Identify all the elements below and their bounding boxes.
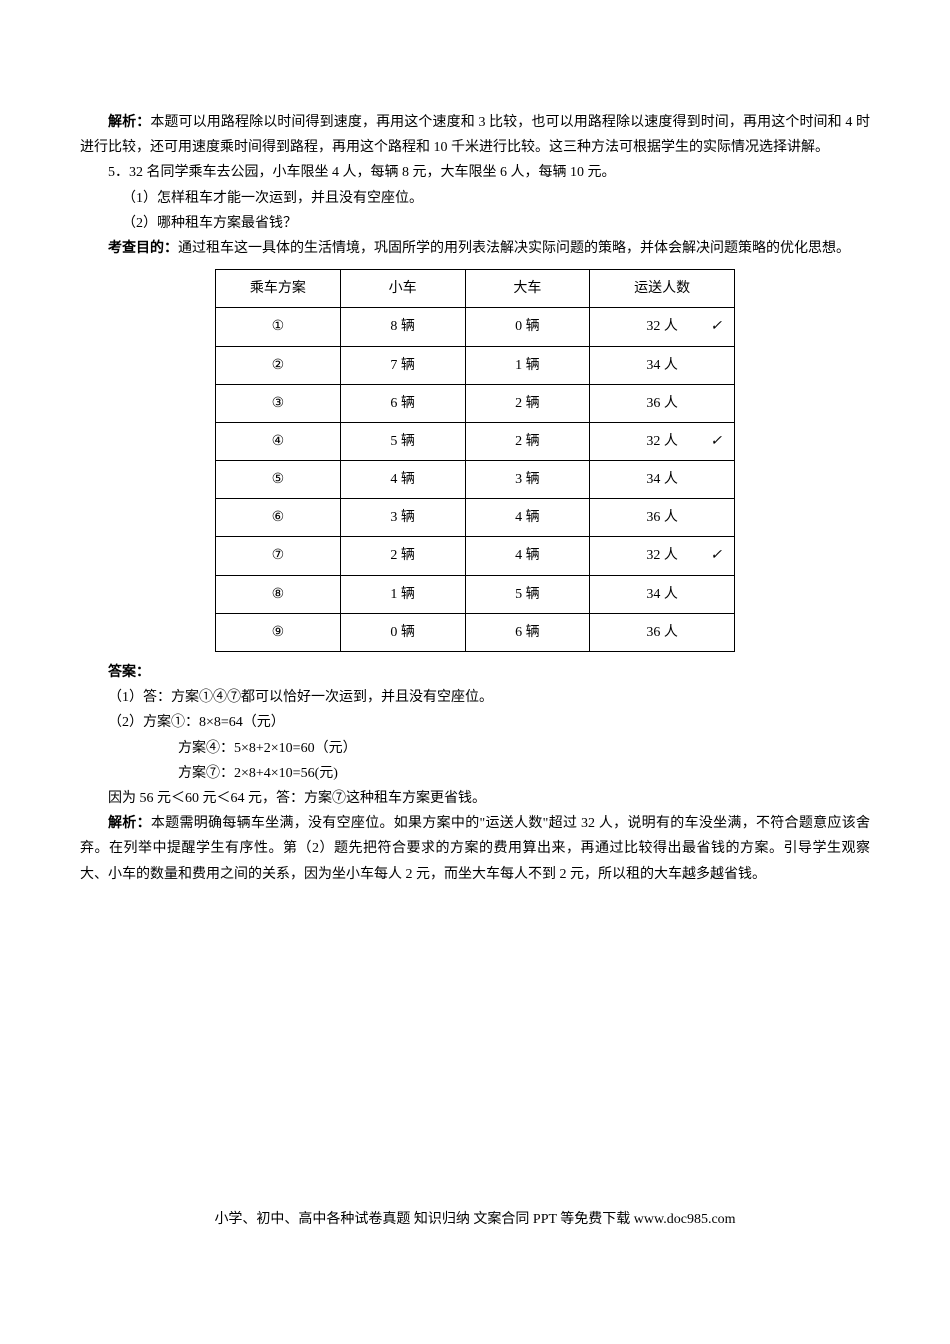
analysis2-label: 解析： [108,816,151,831]
cell-big: 2 辆 [465,384,590,422]
header-big: 大车 [465,270,590,308]
cell-people: 34 人 [590,346,735,384]
check-icon: ✓ [710,543,722,568]
check-icon: ✓ [710,429,722,454]
cell-people: 36 人 [590,384,735,422]
cell-big: 5 辆 [465,575,590,613]
table-row: ⑧1 辆5 辆34 人 [216,575,735,613]
answer-2-line2: 方案④：5×8+2×10=60（元） [80,736,870,761]
analysis-label: 解析： [108,115,150,130]
cell-big: 0 辆 [465,308,590,346]
cell-plan: ⑧ [216,575,341,613]
cell-small: 6 辆 [340,384,465,422]
cell-small: 3 辆 [340,499,465,537]
cell-small: 7 辆 [340,346,465,384]
analysis-paragraph: 解析：本题可以用路程除以时间得到速度，再用这个速度和 3 比较，也可以用路程除以… [80,110,870,160]
cell-plan: ① [216,308,341,346]
header-small: 小车 [340,270,465,308]
cell-big: 4 辆 [465,499,590,537]
header-people: 运送人数 [590,270,735,308]
cell-small: 8 辆 [340,308,465,346]
cell-plan: ⑨ [216,613,341,651]
purpose-content: 通过租车这一具体的生活情境，巩固所学的用列表法解决实际问题的策略，并体会解决问题… [178,241,850,256]
table-header-row: 乘车方案 小车 大车 运送人数 [216,270,735,308]
bus-plan-table: 乘车方案 小车 大车 运送人数 ①8 辆0 辆32 人✓②7 辆1 辆34 人③… [215,269,735,652]
purpose-paragraph: 考查目的：通过租车这一具体的生活情境，巩固所学的用列表法解决实际问题的策略，并体… [80,236,870,261]
cell-big: 4 辆 [465,537,590,575]
purpose-label: 考查目的： [108,241,178,256]
table-row: ⑦2 辆4 辆32 人✓ [216,537,735,575]
cell-plan: ④ [216,422,341,460]
cell-people: 32 人✓ [590,308,735,346]
cell-big: 6 辆 [465,613,590,651]
answer-1: （1）答：方案①④⑦都可以恰好一次运到，并且没有空座位。 [80,685,870,710]
table-row: ①8 辆0 辆32 人✓ [216,308,735,346]
cell-plan: ③ [216,384,341,422]
page-footer: 小学、初中、高中各种试卷真题 知识归纳 文案合同 PPT 等免费下载 www.d… [80,1207,870,1232]
cell-plan: ② [216,346,341,384]
cell-small: 2 辆 [340,537,465,575]
cell-people: 34 人 [590,461,735,499]
answer-label: 答案： [80,660,870,685]
header-plan: 乘车方案 [216,270,341,308]
cell-small: 1 辆 [340,575,465,613]
question-5-sub1: （1）怎样租车才能一次运到，并且没有空座位。 [80,186,870,211]
cell-plan: ⑤ [216,461,341,499]
analysis2-content: 本题需明确每辆车坐满，没有空座位。如果方案中的"运送人数"超过 32 人，说明有… [80,816,870,881]
table-row: ③6 辆2 辆36 人 [216,384,735,422]
cell-big: 2 辆 [465,422,590,460]
cell-people: 36 人 [590,499,735,537]
cell-small: 0 辆 [340,613,465,651]
table-row: ④5 辆2 辆32 人✓ [216,422,735,460]
answer-2-line3: 方案⑦：2×8+4×10=56(元) [80,761,870,786]
cell-small: 5 辆 [340,422,465,460]
cell-plan: ⑦ [216,537,341,575]
analysis2-paragraph: 解析：本题需明确每辆车坐满，没有空座位。如果方案中的"运送人数"超过 32 人，… [80,811,870,887]
table-row: ②7 辆1 辆34 人 [216,346,735,384]
check-icon: ✓ [710,314,722,339]
cell-people: 34 人 [590,575,735,613]
cell-people: 32 人✓ [590,422,735,460]
table-row: ⑨0 辆6 辆36 人 [216,613,735,651]
table-row: ⑥3 辆4 辆36 人 [216,499,735,537]
analysis-content: 本题可以用路程除以时间得到速度，再用这个速度和 3 比较，也可以用路程除以速度得… [80,115,870,155]
cell-big: 3 辆 [465,461,590,499]
table-row: ⑤4 辆3 辆34 人 [216,461,735,499]
question-5-stem: 5．32 名同学乘车去公园，小车限坐 4 人，每辆 8 元，大车限坐 6 人，每… [80,160,870,185]
answer-2-line1: （2）方案①：8×8=64（元） [80,710,870,735]
question-5-sub2: （2）哪种租车方案最省钱？ [80,211,870,236]
cell-plan: ⑥ [216,499,341,537]
cell-big: 1 辆 [465,346,590,384]
cell-people: 36 人 [590,613,735,651]
cell-people: 32 人✓ [590,537,735,575]
answer-2-conclusion: 因为 56 元＜60 元＜64 元，答：方案⑦这种租车方案更省钱。 [80,786,870,811]
cell-small: 4 辆 [340,461,465,499]
